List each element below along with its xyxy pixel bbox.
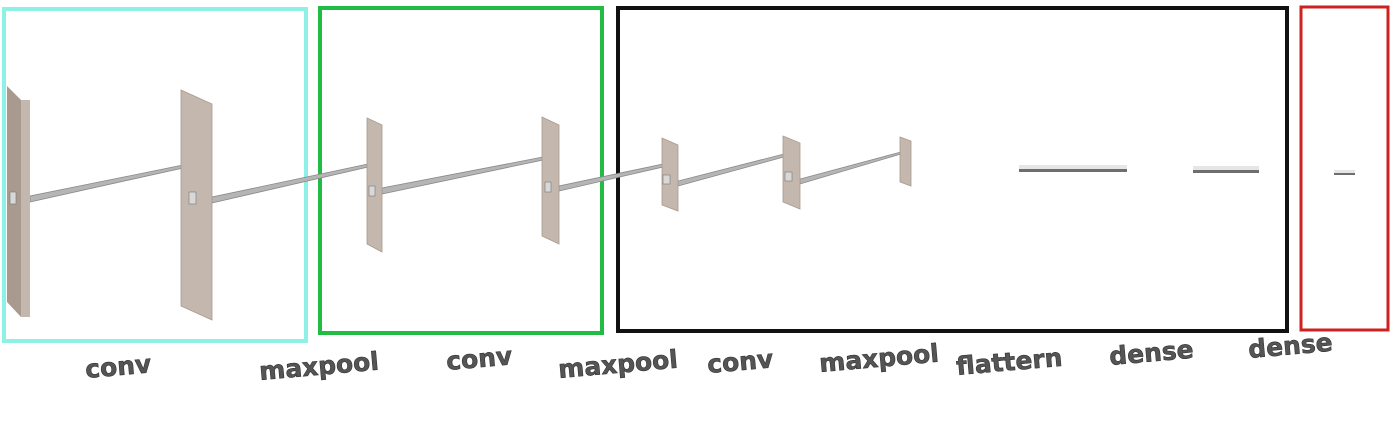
layer-label-4: maxpool bbox=[557, 345, 679, 384]
layer-label-1: conv bbox=[84, 349, 152, 384]
group-box-output bbox=[1301, 7, 1388, 330]
kernel-marker bbox=[663, 175, 670, 184]
layer-plane-3-conv bbox=[367, 118, 382, 252]
layer-label-5: conv bbox=[706, 344, 774, 379]
beam-6 bbox=[800, 152, 901, 184]
layer-label-9: dense bbox=[1247, 328, 1334, 364]
kernel-marker bbox=[785, 172, 792, 181]
kernel-marker bbox=[545, 182, 551, 192]
kernel-marker bbox=[189, 192, 196, 204]
layer-label-8: dense bbox=[1108, 335, 1195, 371]
group-box-input-conv bbox=[4, 9, 306, 341]
beam-4 bbox=[559, 164, 663, 191]
layer-label-3: conv bbox=[445, 341, 513, 376]
layer-label-6: maxpool bbox=[818, 339, 940, 378]
layer-bar-dense-1 bbox=[1193, 166, 1259, 173]
layer-plane-1-conv bbox=[7, 86, 30, 317]
layer-plane-4-maxpool bbox=[542, 117, 559, 244]
layer-plane-5-conv bbox=[662, 138, 678, 211]
layer-bar-dense-2 bbox=[1334, 170, 1355, 175]
layer-plane-2-maxpool bbox=[181, 90, 212, 320]
layer-label-7: flattern bbox=[955, 343, 1064, 381]
beam-3 bbox=[382, 157, 543, 194]
kernel-marker bbox=[10, 192, 16, 204]
beam-1 bbox=[30, 165, 183, 202]
beam-2 bbox=[212, 164, 368, 203]
layer-plane-6-maxpool bbox=[783, 136, 800, 209]
layer-label-2: maxpool bbox=[258, 347, 380, 386]
layer-plane-7 bbox=[900, 137, 911, 186]
group-box-feature-dense bbox=[618, 8, 1287, 331]
connection-beams bbox=[30, 152, 901, 203]
layer-bar-flatten bbox=[1019, 165, 1127, 172]
group-box-conv-block bbox=[320, 8, 602, 333]
kernel-marker bbox=[369, 186, 375, 196]
beam-5 bbox=[678, 154, 784, 186]
